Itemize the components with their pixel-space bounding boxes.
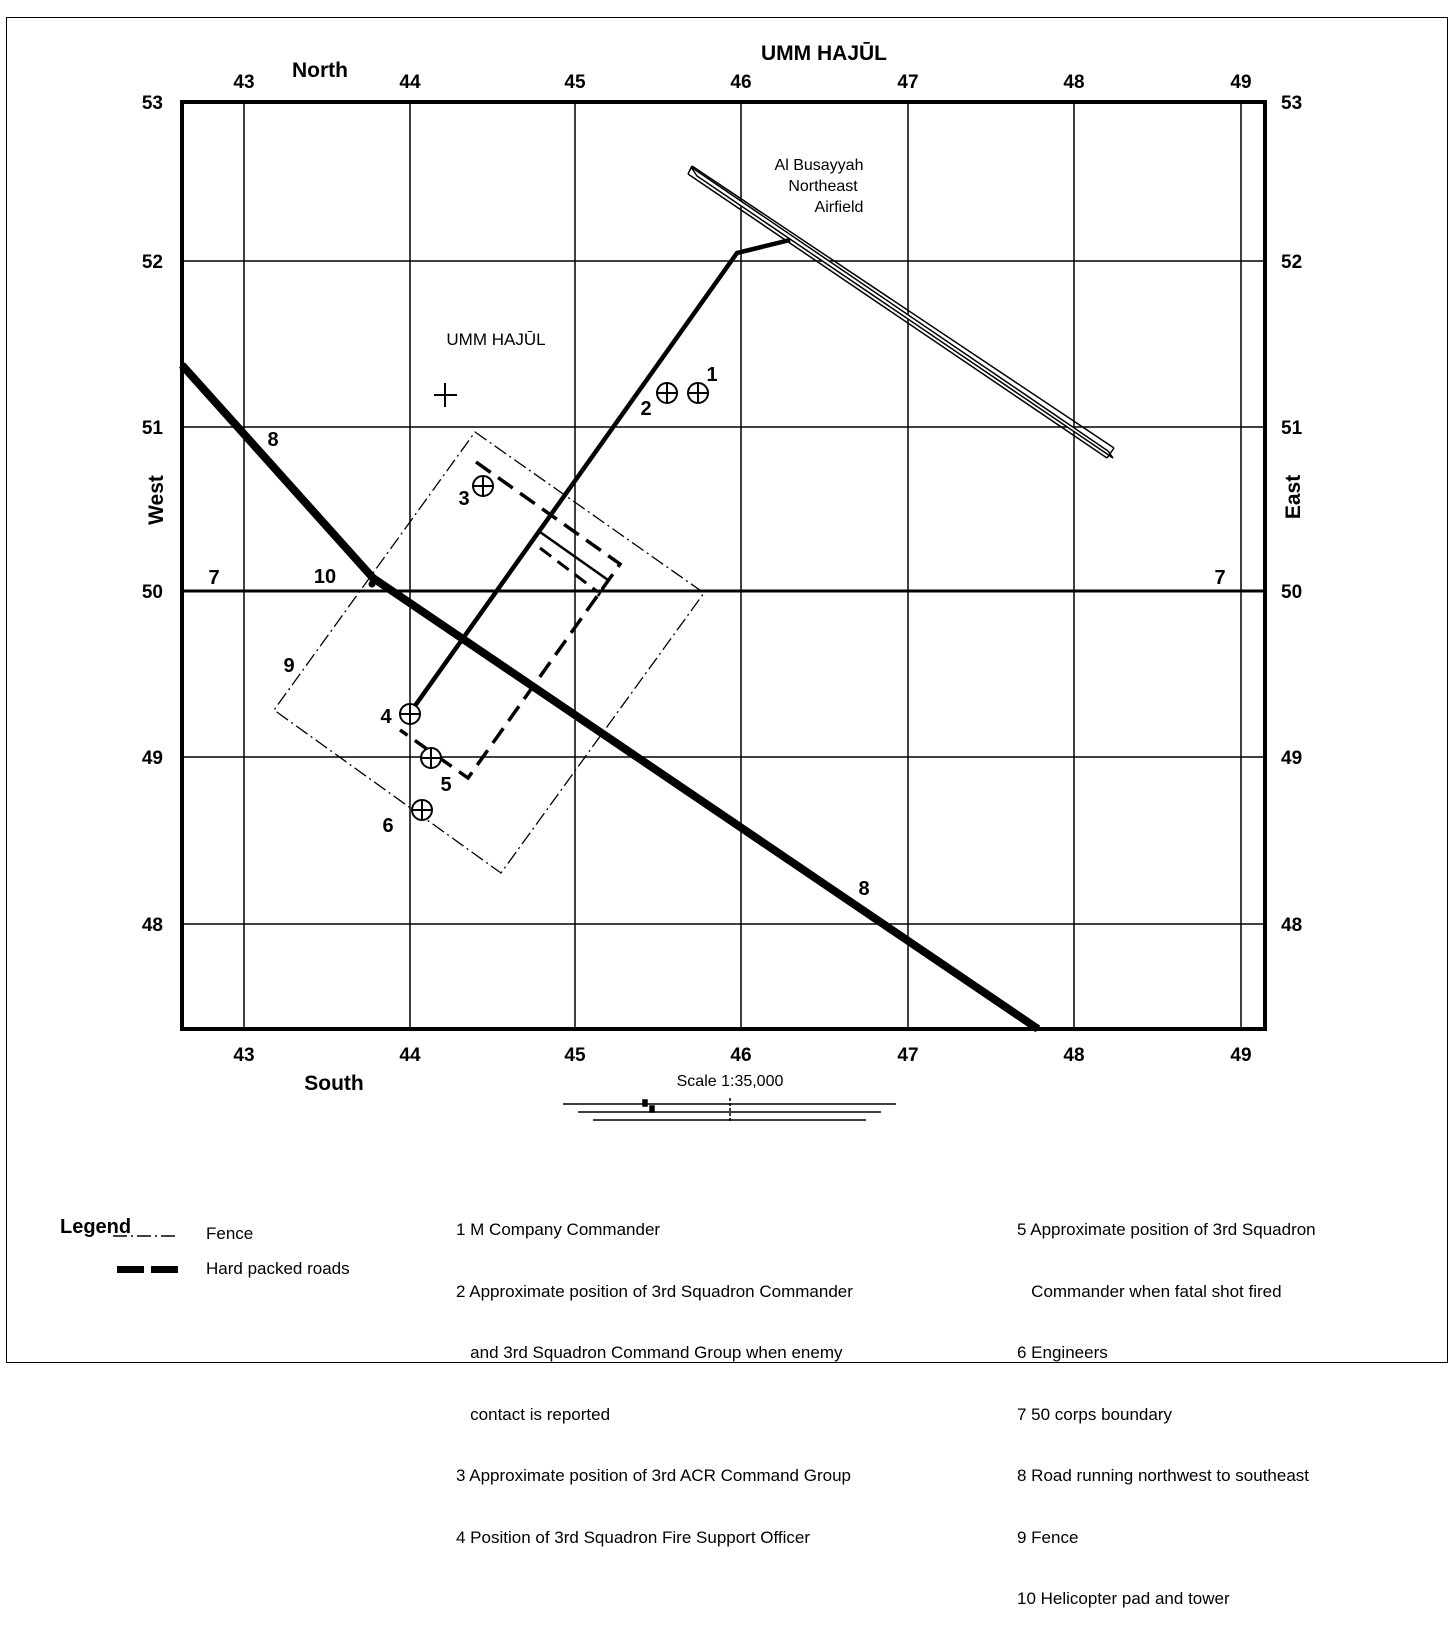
east-label: East [1282, 475, 1305, 519]
x-tick-label-bottom: 47 [897, 1045, 918, 1066]
note-line: 1 M Company Commander [456, 1220, 661, 1239]
marker-7-right: 7 [1214, 567, 1225, 589]
y-tick-label-left: 51 [142, 418, 164, 439]
y-tick-label-right: 53 [1281, 93, 1302, 114]
x-tick-label-bottom: 44 [399, 1045, 421, 1066]
y-tick-label-right: 50 [1281, 582, 1302, 603]
route-line [410, 237, 791, 712]
marker-10: 10 [314, 566, 336, 588]
position-6-icon [411, 799, 433, 821]
marker-6: 6 [382, 815, 393, 837]
y-tick-label-right: 51 [1281, 418, 1303, 439]
note-line: 8 Road running northwest to southeast [1017, 1466, 1310, 1485]
position-4-icon [399, 703, 421, 725]
scale-bar [563, 1098, 896, 1123]
runway-end-a [687, 165, 693, 175]
y-tick-label-right: 52 [1281, 252, 1302, 273]
x-tick-label-bottom: 48 [1063, 1045, 1084, 1066]
x-tick-label-top: 43 [233, 72, 254, 93]
marker-5: 5 [440, 774, 451, 796]
x-tick-label-top: 46 [730, 72, 751, 93]
note-line: Commander when fatal shot fired [1017, 1281, 1282, 1301]
note-line: 3 Approximate position of 3rd ACR Comman… [456, 1466, 851, 1485]
y-tick-label-left: 53 [142, 93, 163, 114]
position-1-icon [687, 382, 709, 404]
x-tick-label-top: 48 [1063, 72, 1084, 93]
legend-item-roads: Hard packed roads [206, 1259, 350, 1278]
marker-4: 4 [380, 706, 392, 728]
note-line: 2 Approximate position of 3rd Squadron C… [456, 1281, 853, 1301]
airfield-runway [690, 166, 1114, 459]
map-top-title: UMM HAJŪL [761, 42, 887, 65]
marker-3: 3 [458, 488, 469, 510]
x-tick-label-bottom: 49 [1230, 1045, 1251, 1066]
fence-outline [273, 431, 705, 874]
legend-item-fence: Fence [206, 1224, 254, 1243]
airfield-label-line3: Airfield [815, 199, 864, 216]
y-tick-label-left: 49 [142, 748, 163, 769]
figure-frame [6, 17, 1448, 1363]
south-label: South [304, 1072, 363, 1095]
x-tick-label-top: 49 [1230, 72, 1251, 93]
place-cross-icon [434, 383, 457, 407]
notes-column-2: 5 Approximate position of 3rd Squadron C… [1017, 1179, 1316, 1630]
map-grid [182, 101, 1265, 1029]
marker-9: 9 [283, 655, 294, 677]
map-border [180, 100, 1267, 1031]
note-line: 7 50 corps boundary [1017, 1404, 1172, 1424]
x-tick-label-bottom: 43 [233, 1045, 254, 1066]
runway-edge-a [691, 165, 1115, 449]
dashed-road [398, 460, 623, 781]
map-svg: 43 44 45 46 47 48 49 43 44 45 46 47 48 49 5352515049… [113, 42, 1305, 1273]
y-tick-label-right: 48 [1281, 915, 1302, 936]
note-line: 10 Helicopter pad and tower [1017, 1589, 1230, 1608]
runway-end-b [1106, 447, 1115, 459]
inner-dashed-road [539, 546, 599, 594]
airfield-label-line1: Al Busayyah [775, 157, 864, 174]
marker-8-lower: 8 [858, 878, 869, 900]
position-2-icon [656, 382, 678, 404]
helicopter-pad-icon [368, 580, 376, 588]
y-tick-label-left: 52 [142, 252, 163, 273]
marker-7-left: 7 [208, 567, 219, 589]
marker-2: 2 [640, 398, 651, 420]
y-tick-label-left: 50 [142, 582, 163, 603]
position-5-icon [420, 747, 442, 769]
runway-edge-b [687, 173, 1108, 459]
legend-title: Legend [60, 1216, 132, 1238]
airfield-label-line2: Northeast [788, 178, 858, 195]
main-road [179, 362, 1041, 1033]
west-label: West [145, 475, 168, 525]
north-label: North [292, 59, 348, 82]
x-tick-label-bottom: 45 [564, 1045, 586, 1066]
note-line: 4 Position of 3rd Squadron Fire Support … [456, 1527, 811, 1547]
notes-column-1: 1 M Company Commander 2 Approximate posi… [456, 1179, 853, 1569]
legend-road-symbol [117, 1266, 178, 1273]
x-tick-label-bottom: 46 [730, 1045, 751, 1066]
y-tick-label-left: 48 [142, 915, 163, 936]
note-line: 5 Approximate position of 3rd Squadron [1017, 1220, 1316, 1239]
note-line: 9 Fence [1017, 1527, 1079, 1547]
marker-8-upper: 8 [267, 429, 278, 451]
x-tick-label-top: 45 [564, 72, 586, 93]
x-tick-label-top: 47 [897, 72, 918, 93]
note-line: contact is reported [456, 1404, 611, 1424]
y-tick-label-right: 49 [1281, 748, 1302, 769]
marker-1: 1 [706, 364, 717, 386]
position-3-icon [472, 475, 494, 497]
place-name-label: UMM HAJŪL [446, 330, 545, 349]
scale-label: Scale 1:35,000 [677, 1073, 784, 1090]
note-line: and 3rd Squadron Command Group when enem… [456, 1343, 843, 1362]
compound-inner-line [539, 530, 610, 597]
note-line: 6 Engineers [1017, 1343, 1108, 1362]
x-tick-label-top: 44 [399, 72, 421, 93]
